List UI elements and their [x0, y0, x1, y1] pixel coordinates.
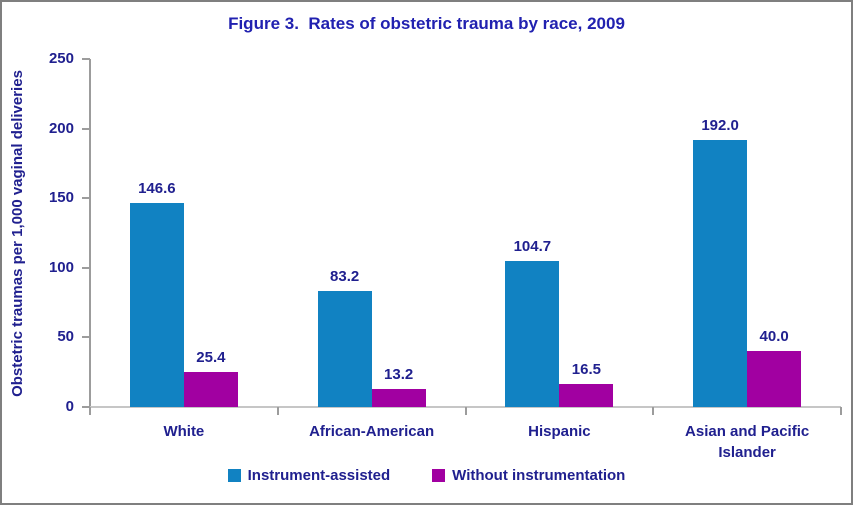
y-tick-label: 150 — [48, 189, 74, 207]
chart-title: Figure 3. Rates of obstetric trauma by r… — [228, 14, 625, 33]
legend-swatch-icon — [432, 468, 446, 482]
y-tick-label: 200 — [48, 119, 74, 137]
y-tick-label: 50 — [57, 328, 74, 346]
y-tick-mark — [82, 406, 90, 408]
y-tick-mark — [82, 127, 90, 130]
category-label: White — [163, 423, 205, 440]
legend-item: Without instrumentation — [432, 467, 625, 484]
x-tick-mark — [652, 407, 655, 415]
y-tick-label: 250 — [48, 50, 74, 67]
bar-value-label: 146.6 — [138, 179, 176, 197]
y-tick-mark — [82, 266, 90, 269]
bar-without-instrumentation-white — [183, 371, 238, 407]
bar-value-label: 40.0 — [759, 328, 789, 346]
bar-instrument-assisted-asian-and-pacific-islander — [693, 139, 748, 407]
category-label: Hispanic — [528, 423, 591, 440]
legend-label: Without instrumentation — [452, 466, 626, 484]
category-label: Asian and Pacific Islander — [685, 423, 810, 461]
legend-swatch-icon — [227, 468, 241, 482]
bar-instrument-assisted-hispanic — [505, 261, 560, 407]
bar-instrument-assisted-white — [129, 202, 184, 407]
y-axis-line — [89, 59, 91, 407]
bar-without-instrumentation-asian-and-pacific-islander — [747, 351, 802, 407]
bar-value-label: 83.2 — [330, 268, 360, 286]
bar-value-label: 25.4 — [196, 348, 226, 366]
bar-without-instrumentation-african-american — [371, 388, 426, 407]
legend-item: Instrument-assisted — [227, 466, 391, 484]
y-tick-label: 0 — [65, 398, 74, 415]
bar-without-instrumentation-hispanic — [559, 384, 614, 407]
y-tick-mark — [82, 197, 90, 200]
bar-value-label: 16.5 — [571, 361, 601, 379]
bar-value-label: 13.2 — [384, 365, 414, 383]
x-tick-mark — [464, 407, 467, 415]
x-tick-mark — [276, 407, 279, 415]
bar-instrument-assisted-african-american — [317, 291, 372, 407]
y-tick-label: 100 — [48, 258, 74, 276]
y-tick-mark — [82, 336, 90, 339]
bar-value-label: 192.0 — [701, 116, 739, 134]
category-label: African-American — [309, 423, 435, 440]
legend-label: Instrument-assisted — [247, 466, 391, 484]
y-tick-mark — [82, 58, 90, 60]
x-tick-mark — [840, 407, 842, 415]
legend: Instrument-assisted Without instrumentati… — [2, 464, 851, 486]
bar-value-label: 104.7 — [513, 238, 552, 256]
x-tick-mark — [89, 407, 91, 415]
